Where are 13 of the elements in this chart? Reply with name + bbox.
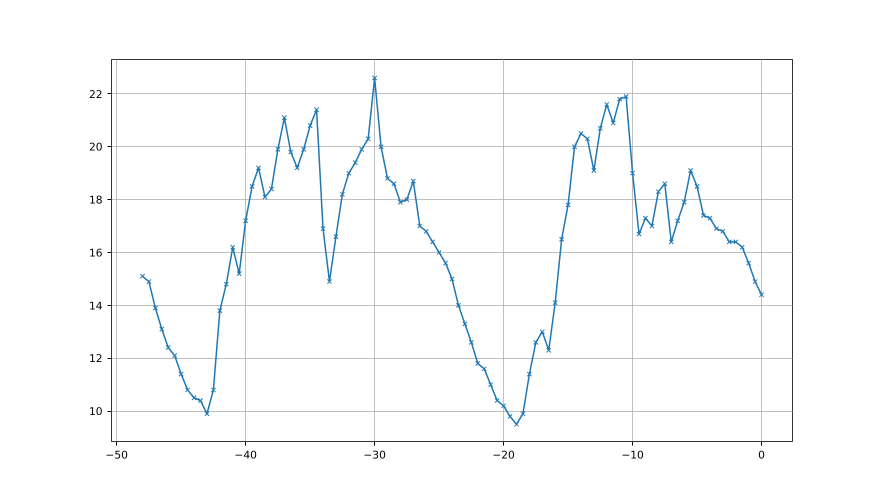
x-tick-label: −20 xyxy=(492,448,516,462)
y-tick-label: 14 xyxy=(88,299,103,312)
x-tick-label: 0 xyxy=(758,448,766,462)
y-tick-label: 18 xyxy=(88,194,103,207)
x-tick-label: −40 xyxy=(234,448,258,462)
y-tick-label: 16 xyxy=(88,246,103,260)
y-tick-label: 10 xyxy=(88,405,103,418)
y-tick-label: 20 xyxy=(88,140,103,154)
x-tick-label: −50 xyxy=(105,448,128,462)
y-tick-label: 12 xyxy=(88,352,103,366)
x-tick-label: −10 xyxy=(621,448,644,462)
y-tick-label: 22 xyxy=(88,88,103,101)
x-tick-label: −30 xyxy=(363,448,386,462)
